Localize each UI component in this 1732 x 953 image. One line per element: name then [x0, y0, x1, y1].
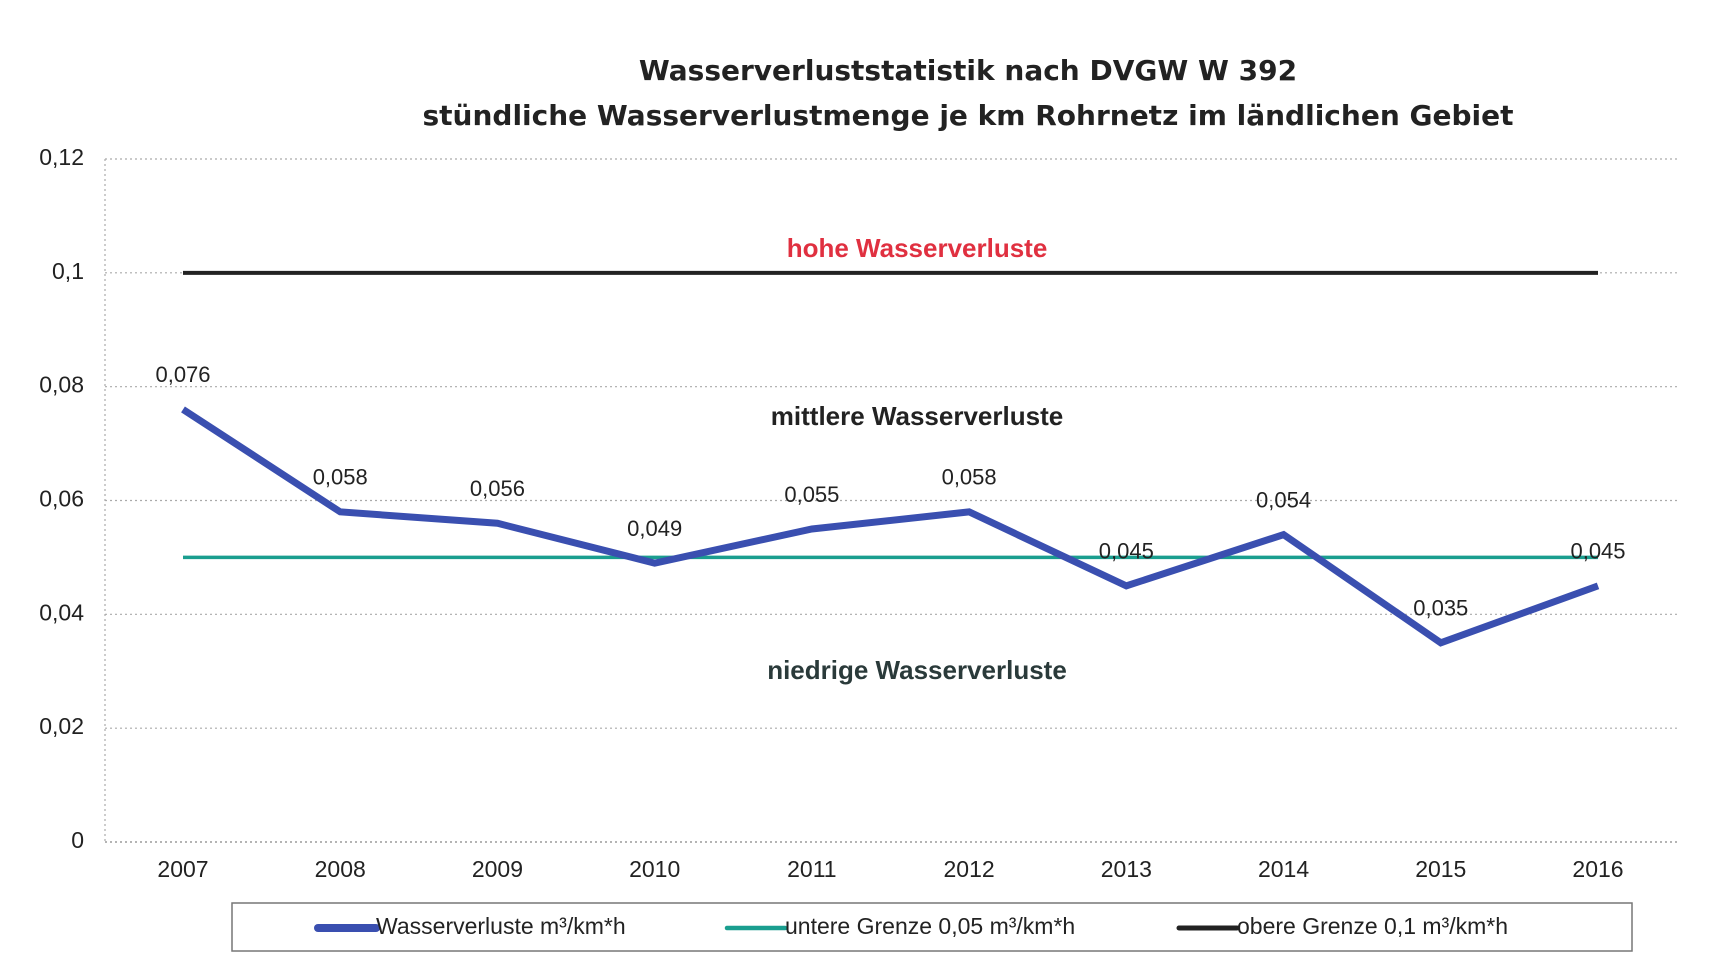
- data-label: 0,049: [627, 516, 682, 541]
- annotation: hohe Wasserverluste: [787, 233, 1048, 263]
- y-tick-label: 0,12: [39, 144, 84, 170]
- data-label: 0,076: [155, 362, 210, 387]
- x-tick-label: 2015: [1415, 856, 1466, 882]
- data-label: 0,045: [1099, 539, 1154, 564]
- legend-label: untere Grenze 0,05 m³/km*h: [785, 913, 1075, 939]
- chart-subtitle: stündliche Wasserverlustmenge je km Rohr…: [422, 99, 1513, 132]
- x-tick-label: 2013: [1101, 856, 1152, 882]
- data-label: 0,055: [784, 482, 839, 507]
- chart-title: Wasserverluststatistik nach DVGW W 392: [639, 54, 1297, 87]
- annotation: mittlere Wasserverluste: [771, 401, 1063, 431]
- x-tick-label: 2008: [315, 856, 366, 882]
- data-label: 0,058: [942, 465, 997, 490]
- data-label: 0,054: [1256, 487, 1311, 512]
- x-tick-label: 2007: [157, 856, 208, 882]
- y-tick-label: 0,08: [39, 372, 84, 398]
- x-tick-label: 2009: [472, 856, 523, 882]
- y-tick-label: 0,1: [52, 258, 84, 284]
- data-label: 0,035: [1413, 596, 1468, 621]
- series-line: [181, 406, 1600, 647]
- x-tick-label: 2012: [944, 856, 995, 882]
- data-label: 0,045: [1570, 539, 1625, 564]
- legend-box: [231, 902, 1633, 952]
- data-label: 0,058: [313, 465, 368, 490]
- data-label: 0,056: [470, 476, 525, 501]
- y-tick-label: 0,02: [39, 713, 84, 739]
- x-tick-label: 2014: [1258, 856, 1309, 882]
- annotation: niedrige Wasserverluste: [767, 655, 1067, 685]
- x-tick-label: 2010: [629, 856, 680, 882]
- x-tick-label: 2011: [787, 856, 836, 882]
- y-tick-label: 0: [71, 827, 84, 853]
- y-tick-label: 0,04: [39, 599, 84, 625]
- legend-label: Wasserverluste m³/km*h: [376, 913, 626, 939]
- x-tick-label: 2016: [1572, 856, 1623, 882]
- legend-label: obere Grenze 0,1 m³/km*h: [1237, 913, 1508, 939]
- y-tick-label: 0,06: [39, 486, 84, 512]
